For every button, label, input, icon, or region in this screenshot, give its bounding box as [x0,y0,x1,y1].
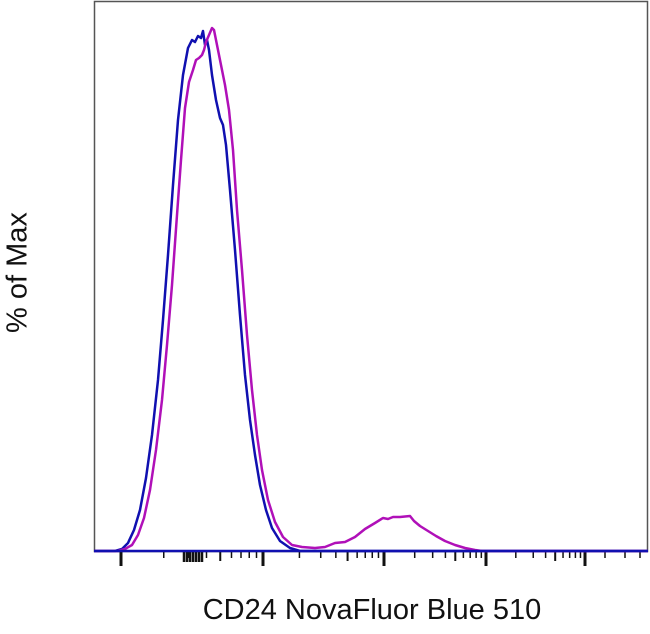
x-axis-ticks [119,552,641,566]
series-line-stained [94,26,648,553]
y-axis-label: % of Max [1,212,34,333]
plot-frame [93,0,649,553]
x-axis-label: CD24 NovaFluor Blue 510 [202,594,542,626]
